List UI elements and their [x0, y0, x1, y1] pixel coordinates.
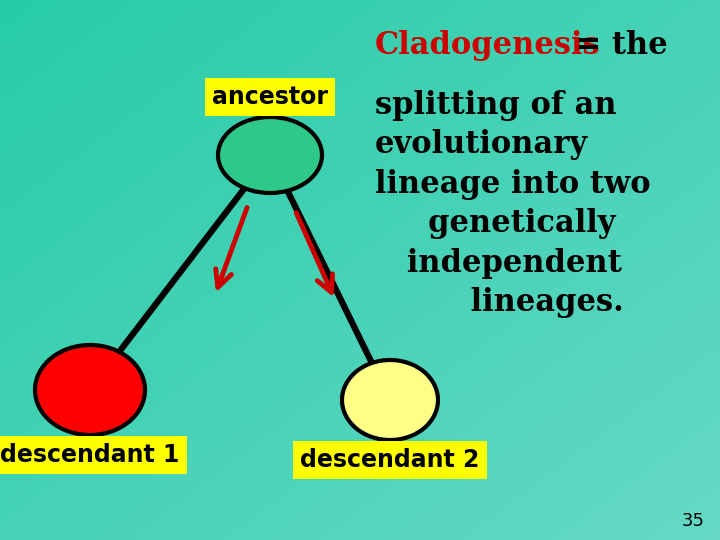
Text: splitting of an
evolutionary
lineage into two
     genetically
   independent
  : splitting of an evolutionary lineage int…: [375, 90, 651, 318]
Ellipse shape: [342, 360, 438, 440]
Text: Cladogenesis: Cladogenesis: [375, 30, 600, 61]
Ellipse shape: [35, 345, 145, 435]
Text: = the: = the: [565, 30, 667, 61]
Text: 35: 35: [682, 512, 705, 530]
Ellipse shape: [218, 117, 322, 193]
Text: descendant 1: descendant 1: [0, 443, 180, 467]
Text: descendant 2: descendant 2: [300, 448, 480, 472]
Text: ancestor: ancestor: [212, 85, 328, 109]
